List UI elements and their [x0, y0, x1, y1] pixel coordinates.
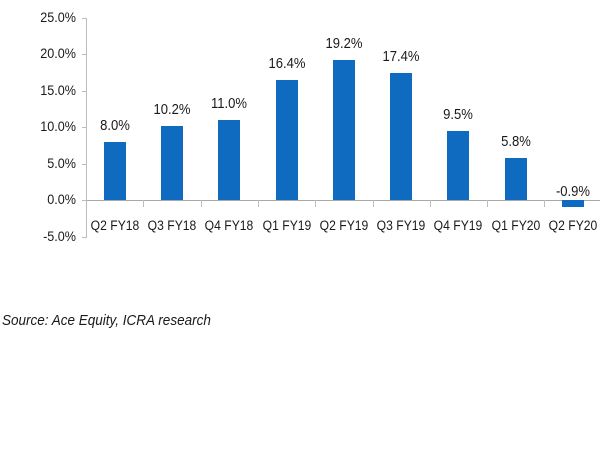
bar [160, 125, 183, 200]
data-label: 19.2% [325, 35, 363, 52]
x-tick-mark [372, 200, 374, 207]
x-tick-mark [487, 200, 489, 207]
y-tick-mark [82, 17, 87, 19]
y-tick-mark [82, 127, 87, 128]
y-tick-label: 20.0% [40, 45, 76, 61]
x-tick-mark [257, 200, 259, 207]
x-category-label: Q2 FY20 [548, 218, 598, 233]
x-tick-mark [143, 200, 145, 207]
y-tick-label: 10.0% [40, 118, 76, 134]
x-category-label: Q3 FY18 [147, 218, 197, 233]
x-category-label: Q1 FY20 [491, 218, 541, 233]
y-tick-label: 0.0% [47, 191, 76, 207]
bar [218, 119, 241, 200]
y-tick-label: 25.0% [40, 8, 76, 25]
y-tick-label: 5.0% [47, 154, 76, 171]
data-label: -0.9% [555, 184, 591, 200]
y-tick-mark [82, 200, 87, 201]
x-category-label: Q1 FY19 [262, 218, 311, 233]
x-tick-mark [429, 200, 431, 207]
bar [504, 157, 527, 200]
data-label: 8.0% [99, 117, 130, 134]
data-label: 11.0% [211, 95, 248, 112]
y-tick-mark [82, 90, 87, 92]
y-tick-mark [82, 54, 87, 55]
bar [332, 59, 355, 200]
y-axis [86, 19, 87, 238]
data-label: 5.8% [500, 133, 531, 150]
x-category-label: Q2 FY18 [90, 218, 139, 233]
data-label: 9.5% [443, 106, 474, 123]
y-tick-label: 15.0% [40, 81, 76, 98]
x-category-label: Q4 FY18 [204, 218, 254, 233]
data-label: 10.2% [153, 101, 191, 118]
x-tick-mark [200, 200, 202, 207]
y-tick-label: -5.0% [43, 227, 76, 244]
y-tick-mark [82, 236, 87, 238]
x-category-label: Q4 FY19 [434, 218, 483, 233]
bar [390, 72, 413, 200]
bar [562, 200, 585, 207]
bar [447, 130, 470, 200]
source-note: Source: Ace Equity, ICRA research [2, 312, 211, 329]
data-label: 16.4% [268, 56, 306, 73]
x-category-label: Q3 FY19 [376, 218, 426, 233]
x-category-label: Q2 FY19 [319, 218, 369, 233]
data-label: 17.4% [382, 48, 420, 65]
x-tick-mark [315, 200, 317, 207]
x-tick-mark [544, 200, 546, 207]
bar [275, 80, 298, 200]
y-tick-mark [82, 163, 87, 165]
bar [103, 141, 126, 200]
bar-chart: 25.0% 20.0% 15.0% 10.0% 5.0% 0.0% -5.0% 8.0% Q2… [40, 8, 600, 244]
x-axis-zero-line [86, 200, 600, 201]
